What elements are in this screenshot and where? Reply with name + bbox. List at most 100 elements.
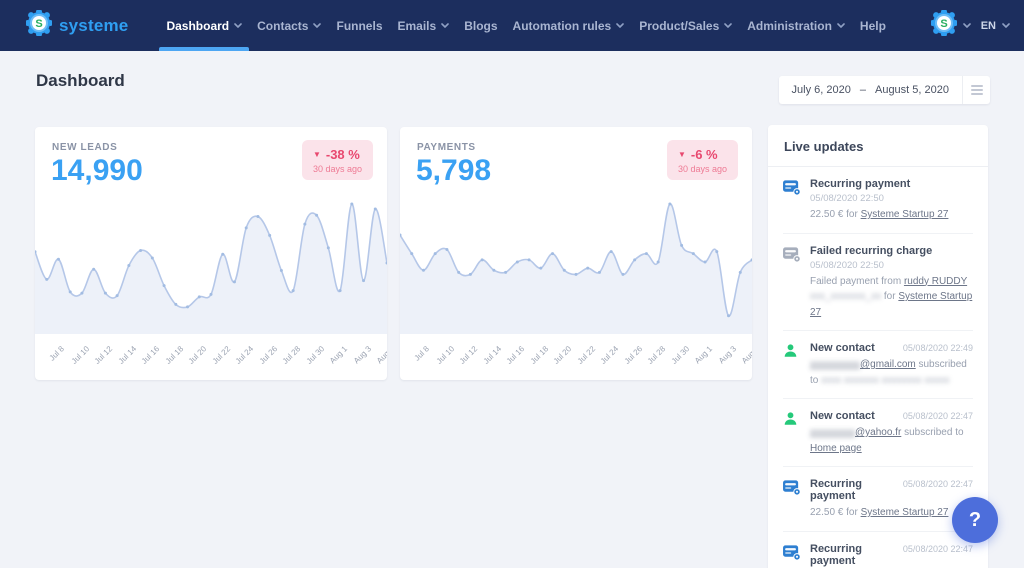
delta-value: -38 % xyxy=(325,147,360,162)
live-update-link[interactable]: Systeme Startup 27 xyxy=(860,209,949,220)
live-update-content: New contact 05/08/2020 22:47 xxxxxxxxx@yah… xyxy=(810,410,973,456)
live-update-date: 05/08/2020 22:50 xyxy=(810,259,884,271)
delta-badge: ▼ -6 % 30 days ago xyxy=(666,140,738,180)
live-update-body: 22.50 € for Systeme Startup 27 xyxy=(810,207,973,223)
chevron-down-icon xyxy=(313,23,322,28)
language-selector[interactable]: EN xyxy=(980,19,996,32)
chevron-down-icon xyxy=(724,23,733,28)
x-axis-label: Jul 22 xyxy=(575,344,597,366)
live-update-link[interactable]: Home page xyxy=(810,442,862,454)
live-update-title: Recurring payment xyxy=(810,478,862,502)
card-value: 5,798 xyxy=(416,154,492,187)
nav-item-blogs[interactable]: Blogs xyxy=(464,0,497,51)
nav-item-dashboard[interactable]: Dashboard xyxy=(159,0,249,51)
x-axis-label: Jul 30 xyxy=(304,344,326,366)
date-filter-icon[interactable] xyxy=(962,76,990,104)
nav-item-emails[interactable]: Emails xyxy=(398,0,450,51)
x-axis-label: Jul 20 xyxy=(186,344,209,366)
nav-item-label: Emails xyxy=(397,18,437,33)
language-chevron-down-icon[interactable] xyxy=(1002,23,1010,28)
live-update-date: 05/08/2020 22:50 xyxy=(810,193,884,204)
live-update-body: 22.50 € for Systeme Startup 27 xyxy=(810,505,973,521)
payments-card: PAYMENTS 5,798 ▼ -6 % 30 days ago Jul 8 Ju… xyxy=(400,127,752,380)
live-update-title: Failed recurring charge xyxy=(810,244,933,257)
nav-item-automation-rules[interactable]: Automation rules xyxy=(513,0,625,51)
date-range-picker[interactable]: July 6, 2020 – August 5, 2020 xyxy=(778,76,990,104)
live-update-link[interactable]: @yahoo.fr xyxy=(855,427,902,438)
brand-logo[interactable]: S systeme xyxy=(24,8,129,41)
navbar-right: S EN xyxy=(929,8,1010,41)
live-update-text: for xyxy=(881,291,899,302)
failed-recurring-charge-icon xyxy=(783,245,801,321)
page-title: Dashboard xyxy=(36,71,125,90)
x-axis-label: Jul 24 xyxy=(233,344,256,366)
live-update-title: New contact xyxy=(810,410,875,422)
user-menu-chevron-down-icon[interactable] xyxy=(962,23,971,28)
live-update-body: Failed payment from ruddy RUDDY xxx_xxxx… xyxy=(810,274,973,321)
live-update-date: 05/08/2020 22:49 xyxy=(902,343,973,353)
x-axis-label: Jul 20 xyxy=(551,344,574,366)
x-axis-label: Jul 16 xyxy=(505,344,527,366)
x-axis-label: Jul 10 xyxy=(69,344,92,366)
x-axis-label: Jul 18 xyxy=(163,344,185,366)
live-update-link[interactable]: Systeme Startup 27 xyxy=(810,291,973,318)
live-update-link[interactable]: xxxxxxxxx xyxy=(810,427,855,438)
arrow-down-icon: ▼ xyxy=(677,150,686,159)
nav-item-product-sales[interactable]: Product/Sales xyxy=(639,0,733,51)
recurring-payment-icon xyxy=(783,178,801,223)
x-axis-label: Aug 5 xyxy=(374,344,387,366)
new-leads-chart xyxy=(35,192,387,334)
nav-item-help[interactable]: Help xyxy=(860,0,886,51)
x-axis-labels: Jul 8 Jul 10 Jul 12 Jul 14 Jul 16 Jul 18 Jul 2… xyxy=(400,334,752,380)
live-update-content: Recurring payment 05/08/2020 22:47 22.50 €… xyxy=(810,478,973,521)
live-updates-title: Live updates xyxy=(768,125,988,167)
delta-badge: ▼ -38 % 30 days ago xyxy=(301,140,373,180)
live-update-text: Failed payment from xyxy=(810,275,904,287)
live-update-date: 05/08/2020 22:47 xyxy=(902,411,973,421)
live-update-text: 22.50 € for xyxy=(810,507,861,518)
delta-caption: 30 days ago xyxy=(312,164,362,174)
live-update-text: xxxx xxxxxxx xxxxxxxx xxxxx xyxy=(821,374,950,386)
arrow-down-icon: ▼ xyxy=(312,150,321,159)
live-updates-panel: Live updates Recurring payment 05/08/2020… xyxy=(768,125,988,568)
nav-item-label: Help xyxy=(859,18,886,33)
help-button[interactable]: ? xyxy=(952,497,998,543)
nav-item-administration[interactable]: Administration xyxy=(747,0,845,51)
nav-item-label: Blogs xyxy=(464,18,498,33)
live-update-body: xxxxxxxxx@yahoo.fr subscribed to Home pa… xyxy=(810,425,973,456)
x-axis-labels: Jul 8 Jul 10 Jul 12 Jul 14 Jul 16 Jul 18 Jul 2… xyxy=(35,334,387,380)
nav-item-label: Administration xyxy=(747,18,832,33)
live-update-title: Recurring payment xyxy=(810,542,862,567)
live-update-date: 05/08/2020 22:47 xyxy=(902,479,973,489)
live-update-text: 22.50 € for xyxy=(810,209,861,220)
nav-item-label: Funnels xyxy=(336,18,383,33)
live-update-link[interactable]: Systeme Startup 27 xyxy=(860,507,949,518)
systeme-logo-icon: S xyxy=(24,8,54,41)
live-update-link[interactable]: ruddy RUDDY xyxy=(903,275,968,287)
live-update-link[interactable]: @gmail.com xyxy=(860,359,916,370)
nav-item-label: Dashboard xyxy=(166,18,230,33)
recurring-payment-icon xyxy=(783,478,801,521)
user-avatar[interactable]: S xyxy=(929,8,958,41)
x-axis-label: Jul 12 xyxy=(458,344,480,366)
chevron-down-icon xyxy=(837,23,845,28)
nav-item-contacts[interactable]: Contacts xyxy=(257,0,322,51)
nav-item-funnels[interactable]: Funnels xyxy=(336,0,382,51)
new-contact-icon xyxy=(783,410,801,456)
x-axis-label: Jul 26 xyxy=(257,344,279,366)
brand-name: systeme xyxy=(59,15,129,35)
card-label: PAYMENTS xyxy=(417,142,476,153)
x-axis-label: Jul 12 xyxy=(93,344,115,366)
live-updates-list: Recurring payment 05/08/2020 22:50 22.50 €… xyxy=(768,167,988,568)
date-range-end: August 5, 2020 xyxy=(874,84,949,96)
live-update-title: New contact xyxy=(810,342,875,354)
nav-item-label: Contacts xyxy=(257,18,309,33)
x-axis-label: Aug 1 xyxy=(327,344,350,366)
live-update-title: Recurring payment xyxy=(810,178,911,190)
x-axis-label: Aug 1 xyxy=(692,344,715,366)
live-update-link[interactable]: xxxxxxxxxx xyxy=(810,359,860,370)
live-update-item: New contact 05/08/2020 22:49 xxxxxxxxxx@gm… xyxy=(783,331,973,399)
x-axis-label: Jul 8 xyxy=(48,344,67,363)
